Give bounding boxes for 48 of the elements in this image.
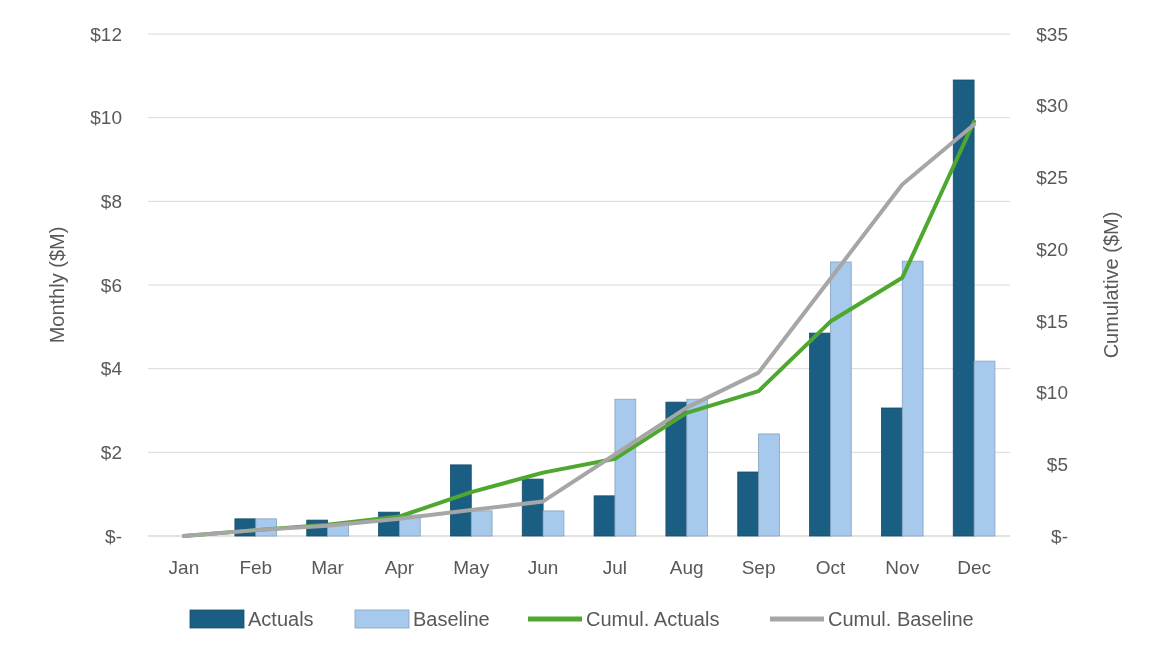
y2-tick-label: $10 — [1036, 382, 1068, 404]
bar — [830, 261, 852, 537]
bar — [665, 401, 688, 537]
y-tick-label: $8 — [100, 190, 122, 212]
y2-tick-label: $25 — [1036, 167, 1068, 189]
x-tick-label: Jan — [168, 557, 200, 578]
y2-tick-label: $- — [1051, 525, 1068, 547]
legend-label: Cumul. Baseline — [828, 608, 974, 630]
y-tick-label: $- — [105, 525, 122, 547]
bar — [686, 398, 708, 537]
bar — [593, 495, 616, 537]
x-tick-label: Jun — [527, 557, 559, 578]
x-tick-label: Dec — [957, 557, 991, 578]
y-axis-title: Monthly ($M) — [46, 226, 68, 344]
y-tick-label: $10 — [90, 107, 122, 129]
bar — [614, 398, 637, 537]
bar — [542, 510, 565, 537]
x-tick-label: Apr — [384, 557, 415, 578]
bar — [470, 510, 493, 537]
bar — [809, 332, 831, 537]
y2-tick-label: $35 — [1036, 23, 1068, 45]
x-tick-label: Oct — [815, 557, 846, 578]
x-tick-label: Sep — [741, 557, 776, 578]
bar — [881, 407, 903, 537]
x-tick-label: Jul — [602, 557, 628, 578]
x-tick-label: Feb — [239, 557, 273, 578]
legend-label: Cumul. Actuals — [586, 608, 720, 630]
y2-tick-label: $15 — [1036, 310, 1068, 332]
x-tick-label: Mar — [311, 557, 345, 578]
y2-tick-label: $20 — [1036, 238, 1068, 260]
y-tick-label: $4 — [100, 358, 123, 380]
legend-label: Actuals — [248, 608, 314, 630]
x-tick-label: May — [453, 557, 490, 578]
bar — [973, 360, 996, 537]
bar — [737, 471, 759, 537]
x-tick-label: Nov — [885, 557, 920, 578]
bar — [758, 433, 780, 537]
y-tick-label: $6 — [100, 274, 122, 296]
y2-axis-title: Cumulative ($M) — [1100, 211, 1122, 359]
x-tick-label: Aug — [669, 557, 704, 578]
bar — [952, 79, 975, 537]
y2-tick-label: $30 — [1036, 95, 1068, 117]
bar — [521, 478, 544, 537]
y2-tick-label: $5 — [1046, 453, 1068, 475]
y-tick-label: $2 — [100, 441, 122, 463]
bar — [901, 260, 924, 537]
legend-label: Baseline — [413, 608, 490, 630]
y-tick-label: $12 — [90, 23, 122, 45]
